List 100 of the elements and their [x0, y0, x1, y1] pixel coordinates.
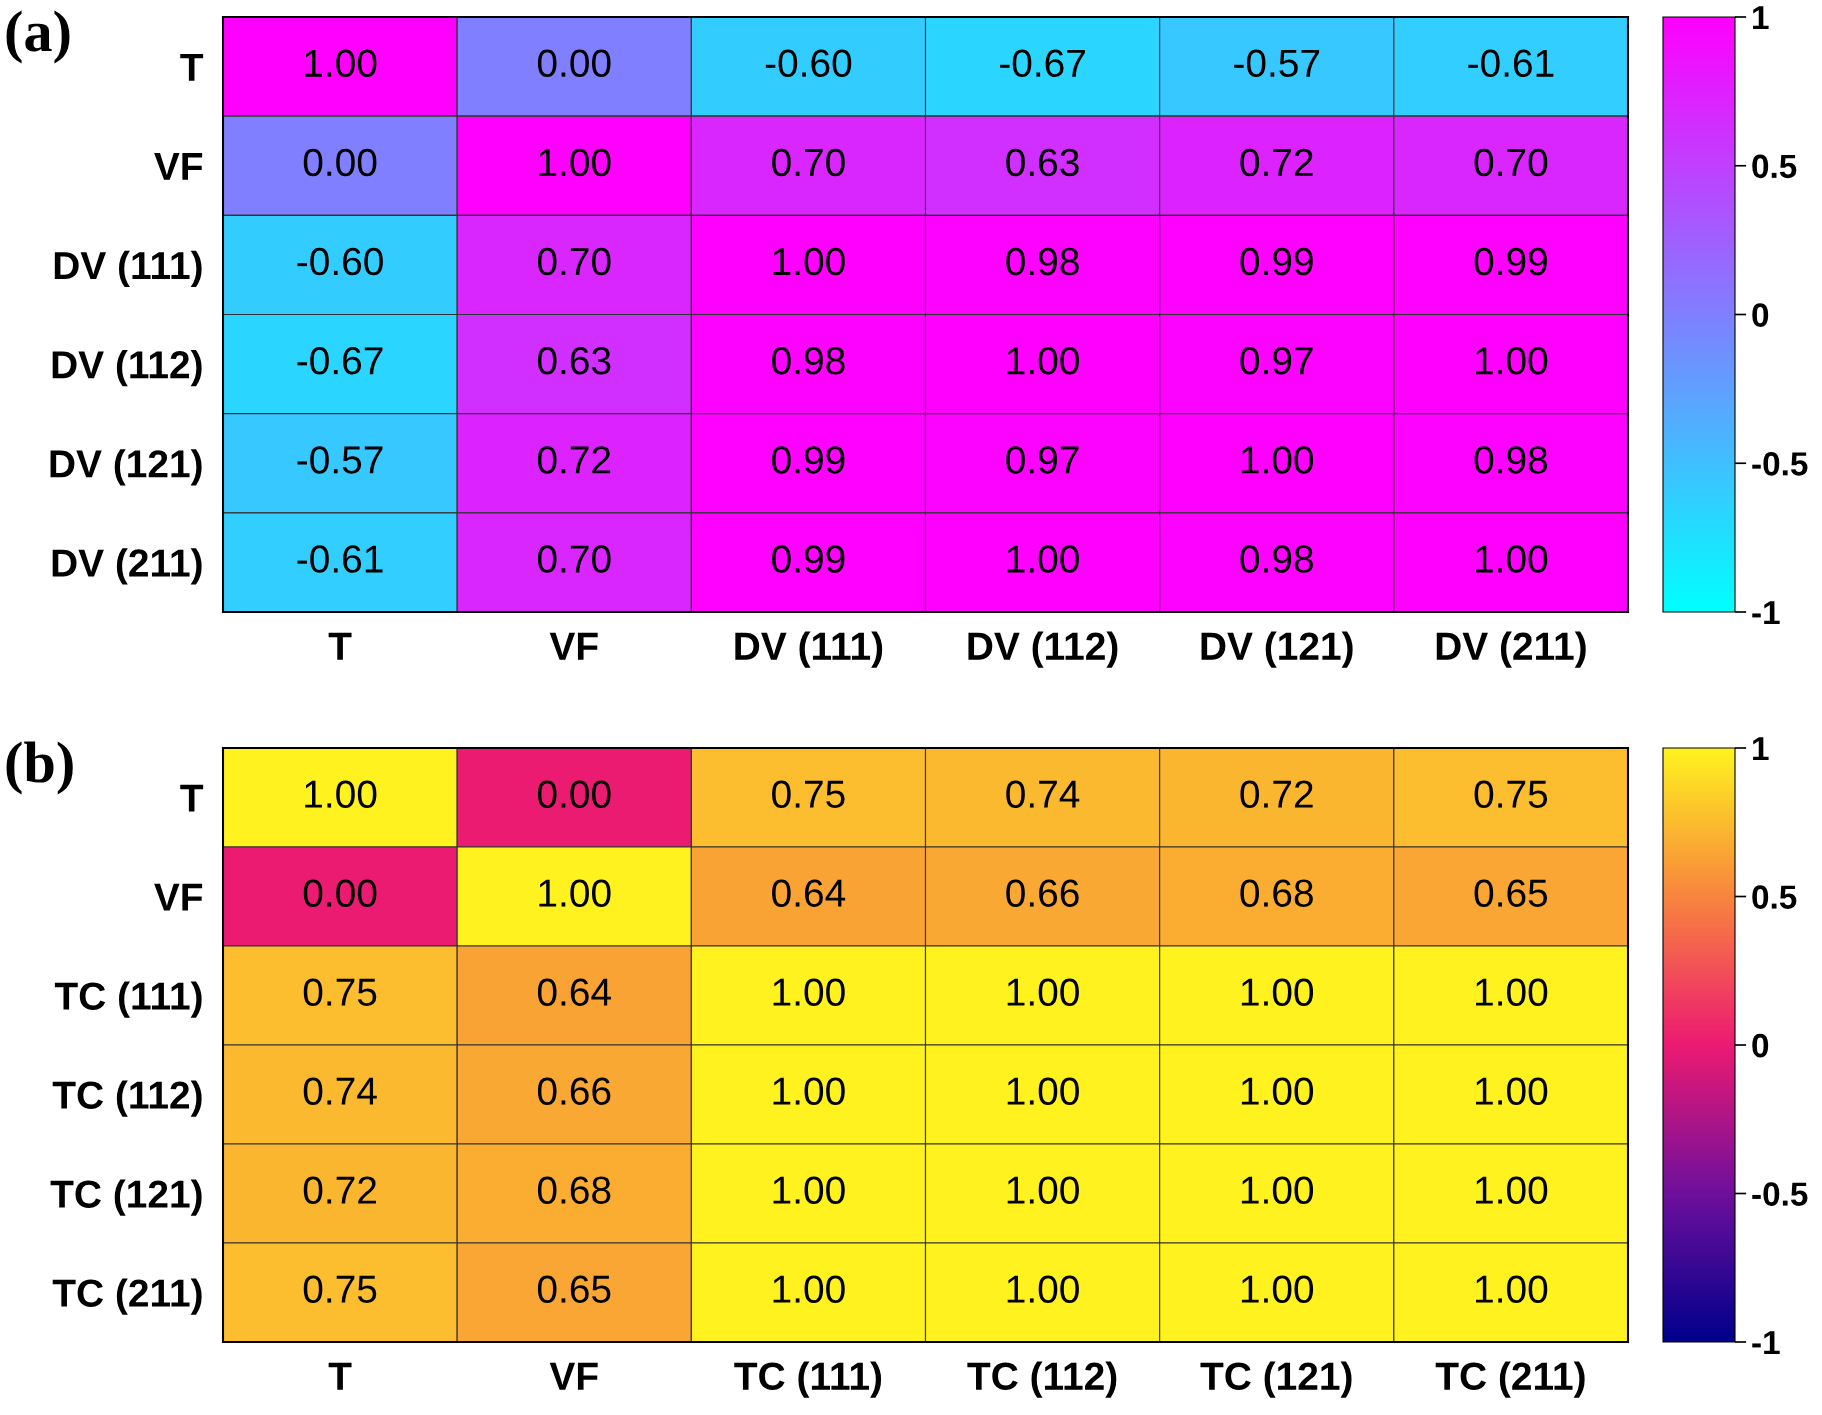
data-label: 0.68: [1240, 879, 1313, 907]
y-tick-label: TC (111): [54, 981, 202, 1018]
data-label: 0.99: [772, 545, 845, 573]
x-tick-label: DV (112): [968, 631, 1118, 668]
data-label: 0.68: [537, 1176, 611, 1204]
data-label: 0.75: [303, 978, 377, 1006]
data-label: 0.99: [1240, 247, 1313, 276]
x-tick-label: TC (211): [1435, 1361, 1585, 1398]
data-label: -0.60: [297, 247, 383, 276]
y-tick-label: VF: [154, 883, 203, 911]
x-tick-label: VF: [549, 632, 598, 660]
data-label: 1.00: [1476, 545, 1548, 573]
x-tick-label: T: [328, 632, 352, 660]
data-label: 1.00: [305, 780, 377, 808]
y-tick-label: DV (111): [54, 250, 202, 288]
data-label: 0.75: [1474, 780, 1548, 808]
data-label: 1.00: [305, 49, 377, 78]
data-label: -0.67: [297, 346, 383, 375]
data-label: -0.61: [1468, 49, 1554, 78]
data-label: 0.63: [537, 346, 611, 375]
data-label: 0.98: [1240, 545, 1313, 573]
data-label: 0.66: [1006, 879, 1079, 907]
data-label: 0.70: [772, 148, 845, 177]
data-label: 1.00: [1241, 1077, 1314, 1105]
data-label: 1.00: [1476, 1176, 1548, 1204]
data-label: 0.75: [772, 780, 845, 808]
data-label: 0.98: [1006, 247, 1079, 276]
data-label: 0.99: [772, 446, 845, 474]
x-tick-label: VF: [549, 1362, 598, 1390]
data-label: -0.57: [297, 446, 383, 474]
data-label: 0.72: [1240, 148, 1313, 177]
data-label: 0.98: [772, 346, 845, 375]
data-label: 0.75: [303, 1275, 377, 1303]
data-label: 1.00: [1241, 978, 1314, 1006]
color-bar-label: 0.5: [1752, 154, 1797, 179]
data-label: 1.00: [773, 247, 845, 276]
data-label: 1.00: [1241, 1176, 1314, 1204]
data-label: 0.00: [303, 148, 377, 177]
data-label: 1.00: [1476, 1275, 1548, 1303]
data-label: 0.70: [537, 247, 611, 276]
data-label: -0.61: [297, 545, 383, 573]
chart-title: (a): [6, 10, 70, 64]
x-tick-label: DV (211): [1436, 631, 1586, 668]
data-label: 1.00: [539, 148, 611, 177]
data-label: 1.00: [1476, 1077, 1548, 1105]
color-bar-label: 0: [1752, 303, 1769, 327]
data-label: 1.00: [1007, 978, 1079, 1006]
data-label: 0.64: [772, 879, 846, 907]
y-tick-label: TC (112): [52, 1080, 202, 1117]
data-label: 0.97: [1240, 346, 1313, 375]
data-label: 0.64: [537, 978, 611, 1006]
y-tick-label: T: [180, 784, 204, 812]
data-label: -0.60: [765, 49, 852, 78]
x-tick-label: DV (111): [735, 631, 883, 668]
data-label: 1.00: [1007, 1077, 1079, 1105]
data-label: 0.72: [537, 446, 611, 474]
data-label: 0.74: [1006, 780, 1080, 808]
data-label: 1.00: [1241, 446, 1314, 474]
data-label: 1.00: [1476, 978, 1548, 1006]
data-label: -0.67: [999, 49, 1085, 78]
x-tick-label: TC (121): [1200, 1361, 1352, 1398]
color-bar-label: -1: [1752, 601, 1780, 625]
data-label: 0.72: [1240, 780, 1313, 808]
data-label: 1.00: [1007, 1176, 1079, 1204]
y-tick-label: T: [180, 53, 204, 81]
data-label: 0.97: [1006, 446, 1079, 474]
y-tick-label: DV (112): [52, 349, 202, 387]
data-label: 1.00: [539, 879, 611, 907]
data-label: 0.00: [303, 879, 377, 907]
data-label: 0.74: [303, 1077, 377, 1105]
data-label: 1.00: [1476, 346, 1548, 375]
y-tick-label: DV (211): [52, 548, 202, 585]
y-tick-label: TC (121): [50, 1179, 202, 1216]
y-tick-label: DV (121): [50, 449, 202, 486]
data-label: 0.00: [537, 49, 611, 78]
data-label: 0.99: [1474, 247, 1547, 276]
data-label: 1.00: [1007, 545, 1079, 573]
y-tick-label: TC (211): [52, 1278, 202, 1315]
color-bar-label: -0.5: [1752, 452, 1808, 476]
data-label: 0.66: [537, 1077, 611, 1105]
color-bar-label: -1: [1752, 1331, 1780, 1355]
color-bar-label: 1: [1753, 6, 1769, 30]
color-bar-label: 1: [1753, 737, 1769, 761]
data-label: -0.57: [1234, 49, 1320, 78]
chart-title: (b): [6, 741, 73, 795]
data-label: 0.65: [1474, 879, 1548, 907]
color-bar-label: 0: [1752, 1033, 1769, 1058]
data-label: 1.00: [773, 978, 845, 1006]
x-tick-label: T: [328, 1362, 352, 1390]
color-bar-label: -0.5: [1752, 1182, 1808, 1206]
data-label: 0.72: [303, 1176, 376, 1204]
data-label: 1.00: [1241, 1275, 1314, 1303]
data-label: 0.00: [537, 780, 611, 808]
color-bar-label: 0.5: [1752, 885, 1797, 909]
data-label: 0.98: [1474, 446, 1548, 474]
y-tick-label: VF: [154, 153, 203, 180]
data-label: 0.70: [537, 545, 611, 573]
x-tick-label: TC (112): [967, 1361, 1117, 1398]
data-label: 1.00: [773, 1275, 845, 1303]
data-label: 0.70: [1474, 148, 1548, 177]
